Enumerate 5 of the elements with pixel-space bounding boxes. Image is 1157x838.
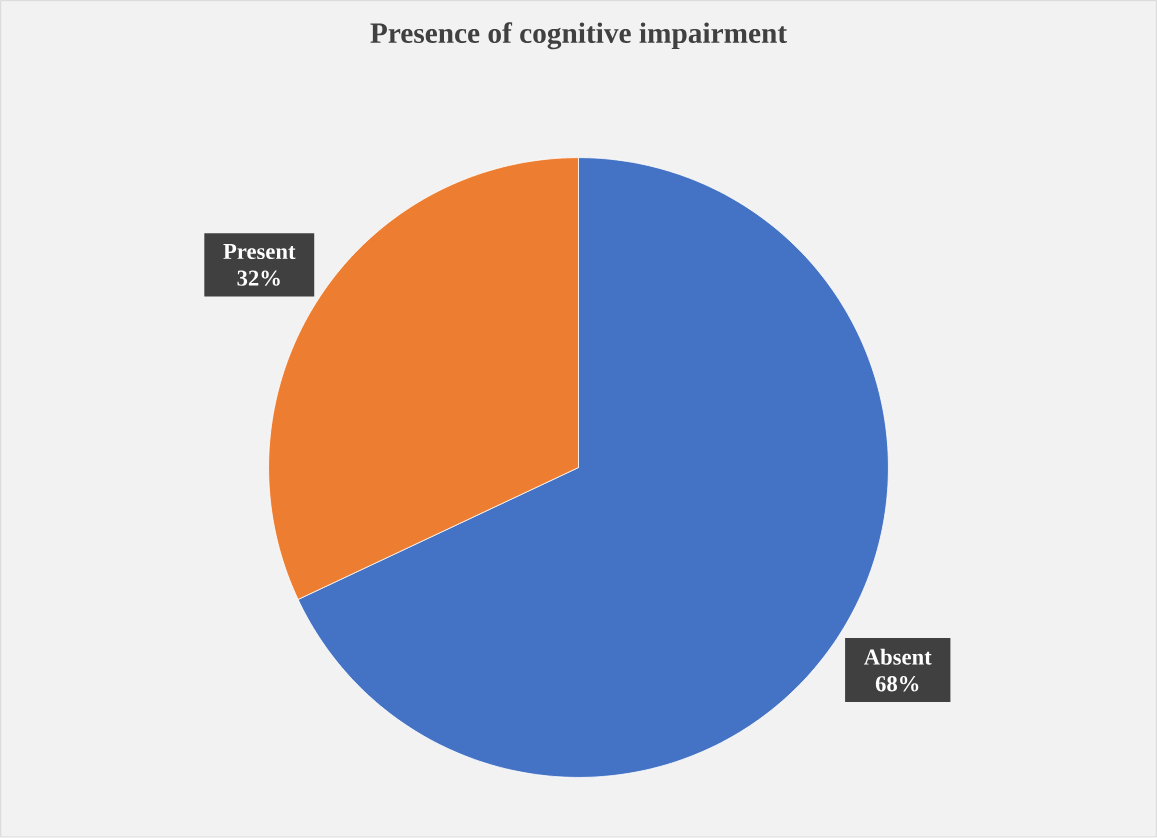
slice-label: Present: [223, 244, 296, 260]
data-label: 32%: [237, 270, 280, 286]
data-label: 68%: [875, 676, 919, 692]
slice-label: Absent: [863, 648, 932, 665]
chart-title: Presence of cognitive impairment: [370, 22, 787, 50]
